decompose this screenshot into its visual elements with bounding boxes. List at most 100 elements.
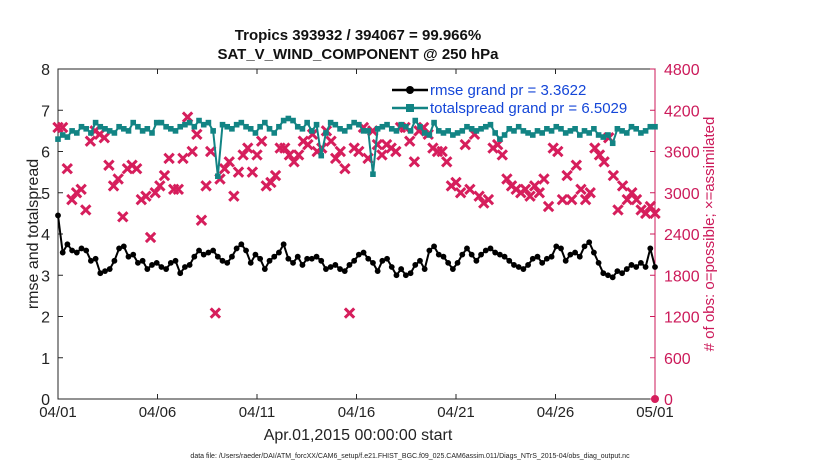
obs-point [579, 193, 592, 206]
legend-rmse-marker [406, 86, 414, 94]
rmse-point [304, 255, 311, 262]
totalspread-point [64, 134, 71, 140]
totalspread-point [168, 126, 174, 132]
totalspread-point [468, 126, 475, 132]
rmse-point [525, 262, 531, 268]
totalspread-series [55, 115, 658, 180]
rmse-point [97, 270, 104, 277]
rmse-point [229, 253, 235, 260]
rmse-point [534, 253, 541, 260]
obs-point [265, 176, 277, 189]
totalspread-point [393, 128, 400, 134]
y-tick-label: 6 [41, 145, 50, 162]
totalspread-point [525, 130, 531, 136]
totalspread-point [407, 128, 414, 134]
y-axis-label-right: # of obs: o=possible; ×=assimilated [701, 117, 718, 352]
obs-point [649, 207, 661, 220]
x-tick-label: 04/21 [437, 404, 475, 421]
totalspread-point [572, 126, 578, 132]
obs-point [117, 211, 129, 223]
obs-point [376, 149, 388, 161]
rmse-point [214, 253, 221, 260]
obs-point [255, 135, 268, 147]
totalspread-point [327, 119, 334, 126]
rmse-point [637, 259, 644, 266]
totalspread-point [374, 126, 381, 132]
obs-point [403, 135, 416, 147]
totalspread-point [600, 134, 607, 140]
totalspread-point [182, 121, 188, 128]
rmse-point [55, 212, 61, 219]
totalspread-point [440, 130, 447, 136]
obs-point [154, 180, 166, 192]
obs-point [269, 169, 282, 182]
rmse-point [562, 257, 569, 264]
rmse-point [186, 262, 193, 268]
obs-point [98, 132, 111, 144]
totalspread-point [482, 123, 489, 130]
rmse-point [78, 245, 85, 252]
totalspread-point [106, 128, 113, 134]
obs-point [626, 187, 638, 199]
rmse-point [59, 249, 66, 256]
rmse-point [318, 257, 325, 264]
x-tick-label: 04/06 [139, 404, 177, 421]
rmse-point [285, 255, 292, 262]
obs-point [237, 149, 249, 161]
totalspread-point [403, 123, 409, 130]
obs-point [200, 180, 212, 192]
y-tick-right-label: 3000 [664, 186, 700, 203]
obs-point [140, 190, 152, 202]
rmse-point [177, 270, 184, 277]
rmse-point [600, 270, 607, 277]
totalspread-point [388, 126, 395, 132]
chart-subtitle: SAT_V_WIND_COMPONENT @ 250 hPa [217, 46, 499, 63]
legend-totalspread-marker [406, 104, 414, 112]
obs-point [232, 166, 245, 178]
rmse-point [496, 251, 503, 258]
totalspread-point [69, 128, 75, 134]
totalspread-point [337, 126, 343, 132]
totalspread-point [638, 130, 644, 136]
obs-point [283, 149, 296, 161]
rmse-point [647, 245, 654, 252]
totalspread-point [163, 123, 169, 130]
totalspread-point [450, 132, 456, 138]
rmse-point [247, 259, 254, 266]
totalspread-point [398, 121, 404, 128]
obs-point [84, 135, 97, 147]
totalspread-point [445, 128, 451, 134]
totalspread-point [628, 123, 635, 130]
rmse-point [233, 245, 240, 252]
rmse-series [55, 212, 658, 281]
y-tick-right-label: 1800 [664, 268, 700, 285]
legend-totalspread-label: totalspread grand pr = 6.5029 [430, 100, 627, 117]
rmse-point [172, 257, 179, 264]
rmse-point [623, 266, 630, 272]
obs-point [464, 183, 476, 196]
rmse-point [252, 251, 259, 258]
totalspread-point [464, 123, 470, 130]
x-tick-label: 04/11 [239, 404, 275, 421]
legend-rmse-label: rmse grand pr = 3.3622 [430, 82, 586, 99]
rmse-point [435, 251, 442, 258]
totalspread-point [341, 128, 348, 134]
totalspread-point [346, 123, 353, 130]
y-tick-label: 7 [41, 103, 50, 120]
y-tick-label: 3 [41, 268, 50, 285]
y-tick-right-label: 3600 [664, 145, 700, 162]
rmse-point [487, 245, 494, 252]
obs-point [575, 183, 587, 196]
obs-point [80, 204, 92, 216]
obs-point [612, 204, 624, 216]
obs-point [103, 159, 115, 171]
rmse-point [69, 247, 76, 254]
obs-point [621, 193, 633, 206]
totalspread-point [431, 119, 437, 126]
totalspread-point [271, 130, 278, 136]
obs-point [450, 176, 462, 189]
totalspread-point [285, 115, 292, 122]
y-tick-right-label: 1200 [664, 310, 700, 327]
obs-point [61, 162, 73, 175]
totalspread-point [544, 126, 550, 132]
